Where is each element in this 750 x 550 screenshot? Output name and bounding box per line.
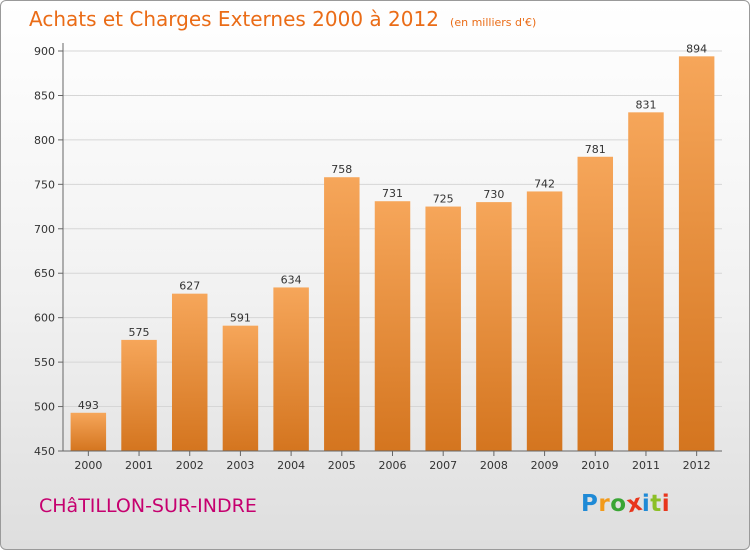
commune-name: CHâTILLON-SUR-INDRE — [39, 495, 257, 517]
data-label: 634 — [281, 273, 302, 286]
data-label: 742 — [534, 177, 555, 190]
logo-letter: o — [610, 491, 627, 517]
bar — [476, 202, 512, 451]
bar — [526, 191, 563, 451]
x-tick-label: 2009 — [531, 459, 559, 472]
data-label: 493 — [78, 399, 99, 412]
logo-letter: i — [661, 491, 671, 517]
data-label: 758 — [331, 163, 352, 176]
x-tick-label: 2010 — [581, 459, 609, 472]
logo-letter: t — [650, 491, 662, 517]
y-tick-label: 750 — [34, 178, 55, 191]
bar — [121, 339, 157, 451]
x-tick-label: 2005 — [328, 459, 356, 472]
axes: 450 500 550 600 650 700 750 800 850 900 2000 2001 20… — [34, 43, 722, 472]
chart-title-block: Achats et Charges Externes 2000 à 2012 (… — [29, 7, 536, 31]
bar — [628, 112, 664, 451]
bar — [171, 293, 208, 451]
y-tick-label: 600 — [34, 312, 55, 325]
y-tick-label: 650 — [34, 267, 55, 280]
logo-letter: P — [581, 491, 599, 517]
data-label: 730 — [483, 188, 504, 201]
chart-unit: (en milliers d'€) — [450, 16, 537, 29]
data-label: 831 — [635, 98, 656, 111]
data-label: 731 — [382, 187, 403, 200]
y-tick-label: 450 — [34, 445, 55, 458]
bar — [222, 325, 259, 451]
y-tick-label: 500 — [34, 401, 55, 414]
data-label: 591 — [230, 312, 251, 325]
y-tick-label: 800 — [34, 134, 55, 147]
logo-letter: i — [641, 491, 651, 517]
x-tick-label: 2011 — [632, 459, 660, 472]
x-tick-label: 2007 — [429, 459, 457, 472]
x-tick-label: 2003 — [226, 459, 254, 472]
y-tick-label: 850 — [34, 89, 55, 102]
x-tick-label: 2000 — [74, 459, 102, 472]
data-label: 725 — [433, 193, 454, 206]
y-tick-label: 700 — [34, 223, 55, 236]
data-label: 781 — [585, 143, 606, 156]
x-tick-label: 2006 — [379, 459, 407, 472]
y-tick-label: 900 — [34, 45, 55, 58]
y-tick-label: 550 — [34, 356, 55, 369]
logo-letter: r — [598, 491, 611, 517]
bar — [425, 206, 461, 451]
x-tick-label: 2008 — [480, 459, 508, 472]
proxiti-logo: Proxiti — [581, 490, 671, 519]
data-label: 894 — [686, 42, 707, 55]
x-tick-label: 2012 — [683, 459, 711, 472]
bar — [70, 412, 107, 451]
x-tick-label: 2002 — [176, 459, 204, 472]
x-tick-label: 2004 — [277, 459, 305, 472]
bar — [678, 56, 715, 451]
bar — [324, 177, 360, 451]
chart-title: Achats et Charges Externes 2000 à 2012 — [29, 7, 439, 31]
data-label: 575 — [129, 326, 150, 339]
bar — [374, 201, 411, 451]
bars: 493 575 627 591 634 758 731 725 730 742 781 831 894 — [70, 42, 715, 451]
bar — [273, 287, 309, 451]
data-label: 627 — [179, 280, 200, 293]
bar — [577, 156, 614, 451]
x-tick-label: 2001 — [125, 459, 153, 472]
